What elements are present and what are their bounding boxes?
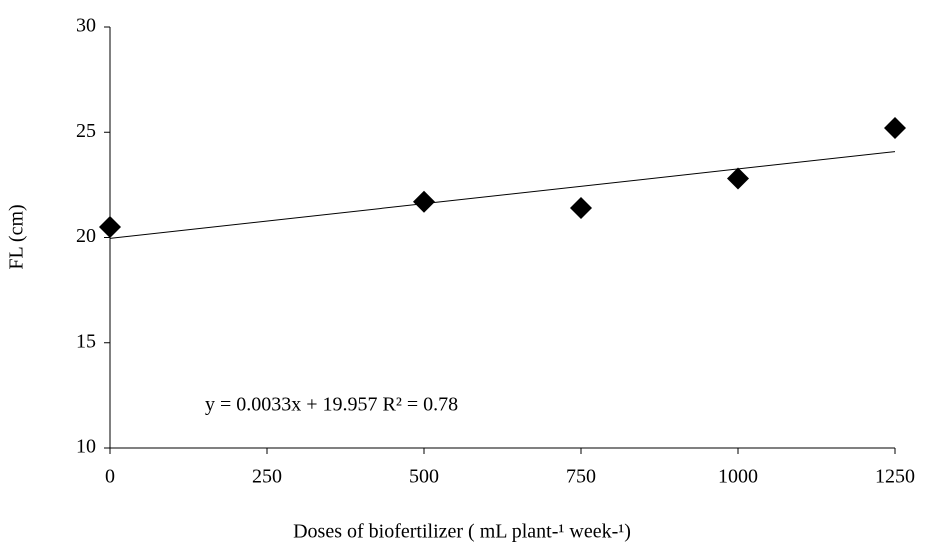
data-point — [884, 117, 906, 140]
trendline-equation: y = 0.0033x + 19.957 R² = 0.78 — [205, 394, 458, 416]
y-tick-label: 25 — [76, 120, 96, 142]
y-tick-label: 15 — [76, 330, 96, 352]
data-point — [570, 197, 592, 220]
x-tick-label: 750 — [566, 466, 596, 488]
y-tick-label: 30 — [76, 15, 96, 37]
y-axis-label: FL (cm) — [6, 204, 28, 269]
x-tick-label: 1000 — [718, 466, 758, 488]
x-tick-label: 500 — [409, 466, 439, 488]
data-point — [727, 167, 749, 190]
y-tick-label: 20 — [76, 225, 96, 247]
data-point — [99, 215, 121, 238]
x-axis-label: Doses of biofertilizer ( mL plant-¹ week… — [293, 521, 631, 543]
y-tick-label: 10 — [76, 436, 96, 458]
data-point — [413, 190, 435, 213]
x-tick-label: 1250 — [875, 466, 915, 488]
x-tick-label: 0 — [105, 466, 115, 488]
x-tick-label: 250 — [252, 466, 282, 488]
trendline — [109, 151, 896, 239]
